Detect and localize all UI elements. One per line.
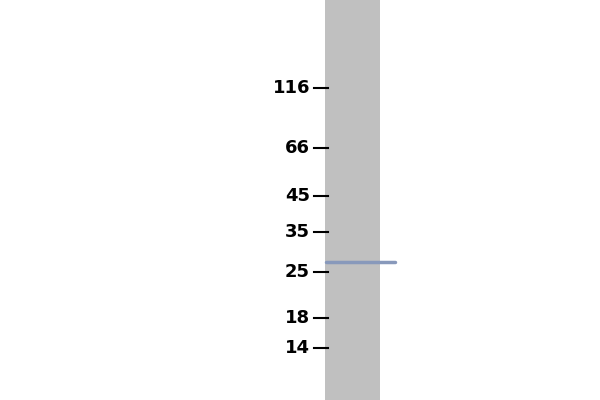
- Text: 14: 14: [285, 339, 310, 357]
- Text: 25: 25: [285, 263, 310, 281]
- Text: 116: 116: [272, 79, 310, 97]
- Bar: [325, 0, 380, 400]
- Text: 66: 66: [285, 139, 310, 157]
- Text: 18: 18: [285, 309, 310, 327]
- Text: 45: 45: [285, 187, 310, 205]
- Text: 35: 35: [285, 223, 310, 241]
